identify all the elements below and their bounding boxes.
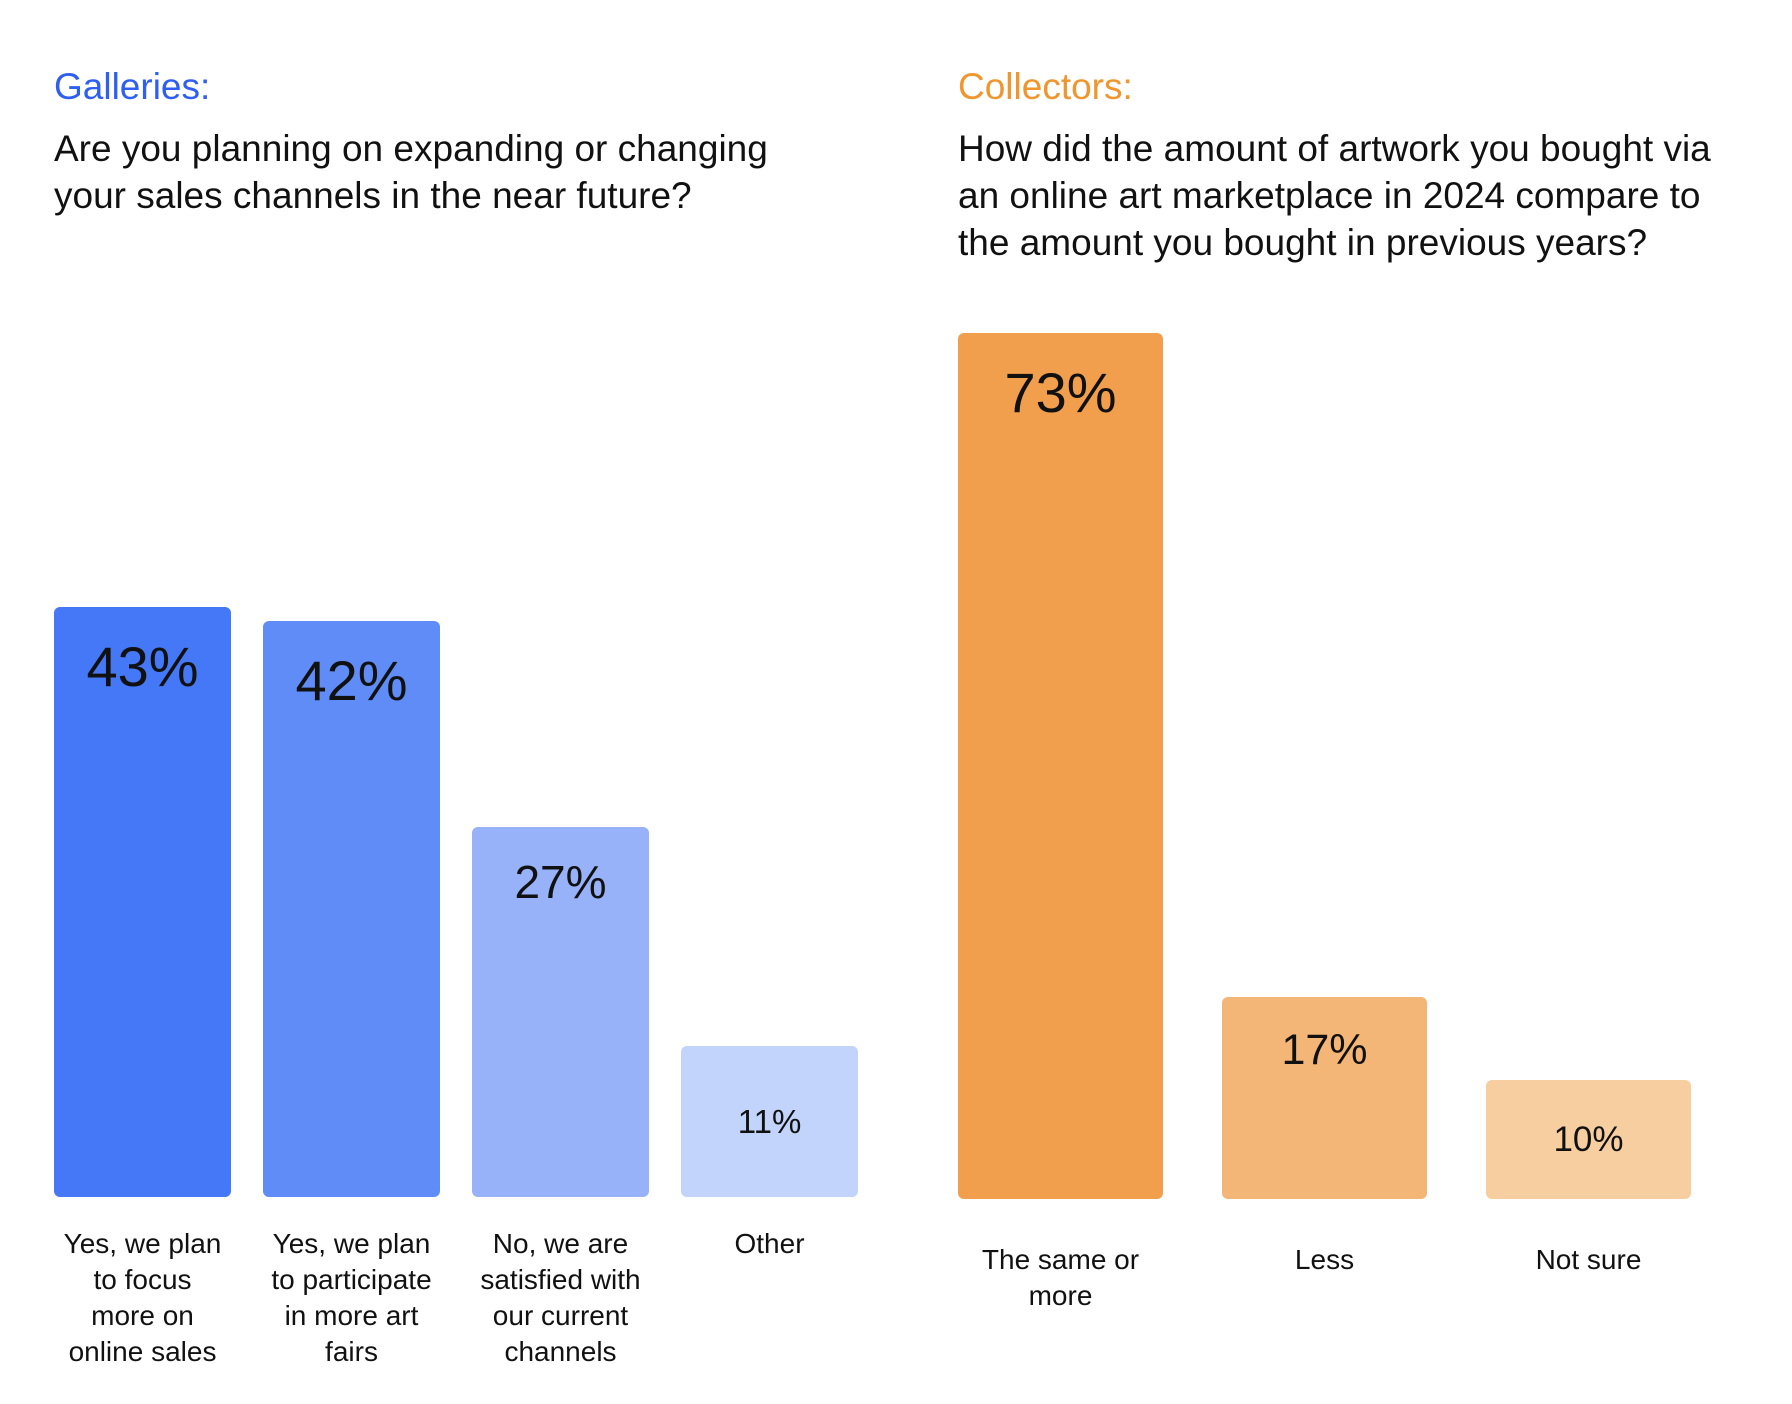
category-label: Less [1294, 1244, 1355, 1275]
bar-2 [263, 621, 440, 1197]
galleries-panel: Galleries: Are you planning on expanding… [54, 0, 874, 1404]
collectors-question: How did the amount of artwork you bought… [958, 128, 1711, 263]
category-label: Other [734, 1228, 805, 1259]
bar-value-label: 17% [1281, 1026, 1368, 1074]
bar-value-label: 42% [295, 649, 408, 712]
bar-value-label: 73% [1004, 361, 1117, 424]
galleries-question: Are you planning on expanding or changin… [54, 128, 768, 216]
bar-1 [958, 333, 1163, 1199]
bar-1 [54, 607, 231, 1197]
bar-4 [681, 1046, 858, 1197]
category-label: The same or more [981, 1244, 1140, 1311]
category-label: Not sure [1535, 1244, 1642, 1275]
collectors-label: Collectors: [958, 66, 1133, 107]
bar-value-label: 11% [737, 1103, 802, 1140]
category-label: No, we are satisfied with our current ch… [480, 1228, 641, 1367]
collectors-panel: Collectors: How did the amount of artwor… [958, 0, 1778, 1404]
bar-value-label: 10% [1553, 1120, 1624, 1159]
category-label: Yes, we plan to participate in more art … [271, 1228, 432, 1367]
bar-3 [1486, 1080, 1691, 1199]
category-label: Yes, we plan to focus more on online sal… [63, 1228, 222, 1367]
bar-3 [472, 827, 649, 1197]
bar-value-label: 27% [514, 856, 607, 908]
bar-2 [1222, 997, 1427, 1199]
galleries-label: Galleries: [54, 66, 211, 107]
bar-value-label: 43% [86, 635, 199, 698]
